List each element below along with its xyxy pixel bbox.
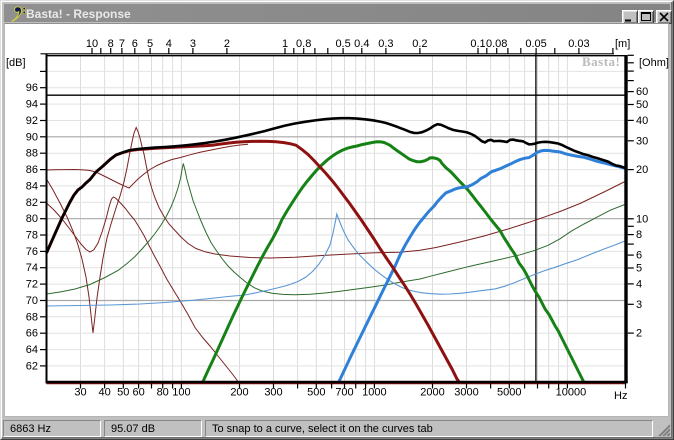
svg-text:1000: 1000 xyxy=(362,387,386,399)
svg-text:0.5: 0.5 xyxy=(335,38,350,50)
svg-text:8: 8 xyxy=(636,229,642,241)
svg-text:200: 200 xyxy=(230,387,248,399)
svg-text:60: 60 xyxy=(132,387,144,399)
svg-text:68: 68 xyxy=(26,311,38,323)
svg-text:82: 82 xyxy=(26,197,38,209)
svg-text:0.4: 0.4 xyxy=(354,38,369,50)
svg-text:Hz: Hz xyxy=(614,390,627,402)
svg-text:2: 2 xyxy=(636,328,642,340)
svg-text:30: 30 xyxy=(636,135,648,147)
svg-text:50: 50 xyxy=(117,387,129,399)
svg-text:10: 10 xyxy=(636,213,648,225)
svg-text:20: 20 xyxy=(636,164,648,176)
svg-text:84: 84 xyxy=(26,180,38,192)
svg-text:78: 78 xyxy=(26,230,38,242)
svg-text:3000: 3000 xyxy=(454,387,478,399)
svg-text:3: 3 xyxy=(636,299,642,311)
svg-text:74: 74 xyxy=(26,262,38,274)
svg-text:40: 40 xyxy=(98,387,110,399)
svg-text:6: 6 xyxy=(132,38,138,50)
svg-text:30: 30 xyxy=(74,387,86,399)
svg-text:50: 50 xyxy=(636,99,648,111)
svg-text:60: 60 xyxy=(636,86,648,98)
svg-text:70: 70 xyxy=(26,295,38,307)
svg-text:86: 86 xyxy=(26,164,38,176)
svg-text:64: 64 xyxy=(26,344,38,356)
svg-text:40: 40 xyxy=(636,115,648,127)
svg-text:10000: 10000 xyxy=(556,387,587,399)
svg-text:Basta!: Basta! xyxy=(582,54,620,69)
svg-text:[m]: [m] xyxy=(615,38,630,50)
svg-text:300: 300 xyxy=(264,387,282,399)
svg-text:2: 2 xyxy=(224,38,230,50)
svg-text:0.8: 0.8 xyxy=(296,38,311,50)
svg-text:0.05: 0.05 xyxy=(525,38,546,50)
svg-text:5: 5 xyxy=(147,38,153,50)
svg-text:8: 8 xyxy=(108,38,114,50)
svg-text:500: 500 xyxy=(307,387,325,399)
svg-text:0.3: 0.3 xyxy=(378,38,393,50)
svg-text:100: 100 xyxy=(172,387,190,399)
svg-text:80: 80 xyxy=(157,387,169,399)
svg-text:1: 1 xyxy=(282,38,288,50)
svg-text:96: 96 xyxy=(26,82,38,94)
svg-text:2000: 2000 xyxy=(420,387,444,399)
svg-text:3: 3 xyxy=(190,38,196,50)
svg-text:4: 4 xyxy=(166,38,172,50)
svg-text:7: 7 xyxy=(119,38,125,50)
svg-text:700: 700 xyxy=(335,387,353,399)
svg-text:90: 90 xyxy=(26,131,38,143)
svg-text:6: 6 xyxy=(636,250,642,262)
svg-text:4: 4 xyxy=(636,278,642,290)
svg-text:10: 10 xyxy=(86,38,98,50)
svg-text:92: 92 xyxy=(26,115,38,127)
svg-text:[dB]: [dB] xyxy=(6,57,26,69)
svg-text:62: 62 xyxy=(26,360,38,372)
svg-text:0.2: 0.2 xyxy=(412,38,427,50)
svg-text:80: 80 xyxy=(26,213,38,225)
svg-text:5000: 5000 xyxy=(497,387,521,399)
svg-text:0.08: 0.08 xyxy=(486,38,507,50)
svg-text:88: 88 xyxy=(26,148,38,160)
svg-text:0.03: 0.03 xyxy=(568,38,589,50)
svg-text:94: 94 xyxy=(26,99,38,111)
svg-text:76: 76 xyxy=(26,246,38,258)
svg-text:5: 5 xyxy=(636,263,642,275)
svg-text:[Ohm]: [Ohm] xyxy=(639,57,669,69)
svg-text:66: 66 xyxy=(26,328,38,340)
svg-text:72: 72 xyxy=(26,279,38,291)
svg-text:0.1: 0.1 xyxy=(470,38,485,50)
